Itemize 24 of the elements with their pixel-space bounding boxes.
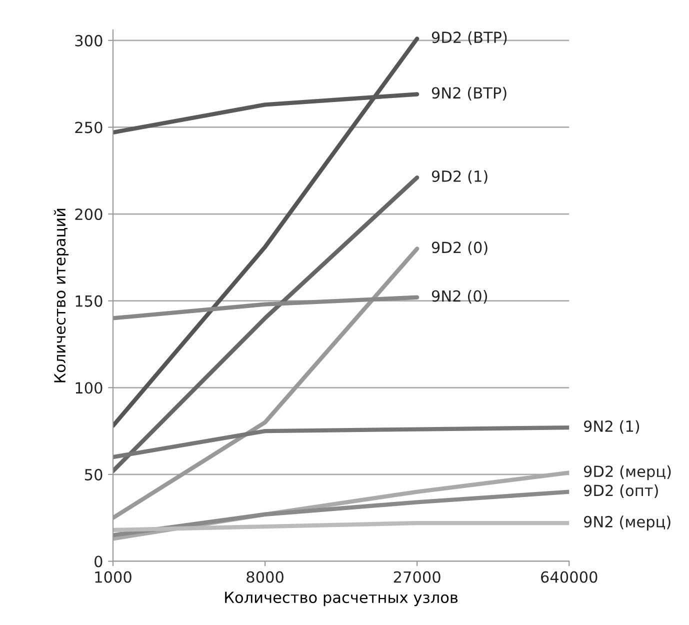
y-tick-label: 250 xyxy=(75,122,102,134)
series-label: 9D2 (1) xyxy=(432,170,488,184)
y-tick-label: 300 xyxy=(75,34,102,46)
x-tick-label: 8000 xyxy=(246,571,284,583)
x-tick-label: 1000 xyxy=(95,571,132,583)
series-label: 9D2 (0) xyxy=(432,241,488,255)
y-tick-label: 100 xyxy=(76,382,102,394)
line-series xyxy=(112,490,570,538)
series-label: 9N2 (1) xyxy=(584,420,640,434)
y-axis-title: Количество итераций xyxy=(54,208,69,382)
y-tick-label: 0 xyxy=(94,556,102,568)
series-label: 9D2 (ВТР) xyxy=(432,31,507,45)
x-tick-label: 27000 xyxy=(394,571,440,583)
line-series xyxy=(112,425,570,460)
x-axis-title: Количество расчетных узлов xyxy=(225,592,458,606)
y-tick-label: 150 xyxy=(76,295,102,307)
x-tick-label: 640000 xyxy=(541,571,598,583)
series-label: 9D2 (мерц) xyxy=(584,465,671,480)
series-label: 9N2 (ВТР) xyxy=(432,86,506,100)
y-tick-label: 200 xyxy=(75,208,102,220)
y-tick-label: 50 xyxy=(85,468,102,480)
series-label: 9N2 (мерц) xyxy=(584,516,670,530)
series-label: 9D2 (опт) xyxy=(584,484,658,498)
series-label: 9N2 (0) xyxy=(432,290,488,304)
